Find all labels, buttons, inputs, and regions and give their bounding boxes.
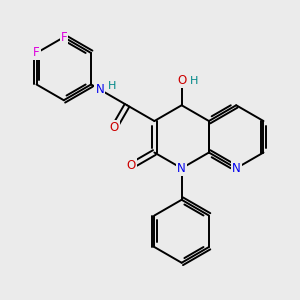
Text: N: N (232, 162, 241, 175)
Text: H: H (108, 81, 117, 91)
Text: O: O (177, 74, 186, 87)
Text: F: F (61, 31, 67, 44)
Text: F: F (33, 46, 40, 59)
Text: N: N (177, 162, 186, 175)
Text: O: O (110, 121, 119, 134)
Text: H: H (190, 76, 198, 86)
Text: N: N (95, 83, 104, 96)
Text: O: O (127, 159, 136, 172)
